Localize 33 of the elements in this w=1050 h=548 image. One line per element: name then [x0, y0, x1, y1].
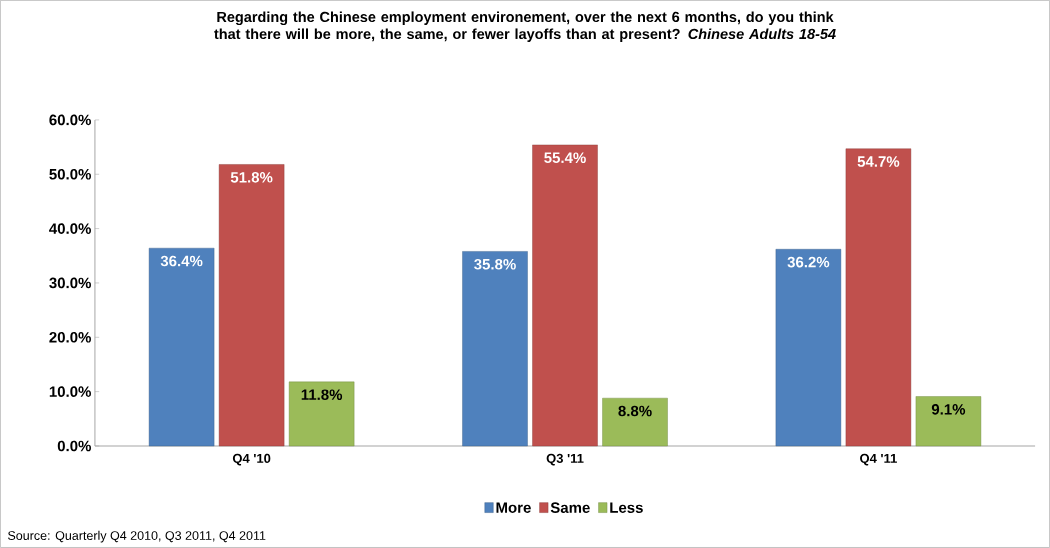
bar [218, 164, 285, 447]
y-tick-label: 40.0% [49, 223, 91, 234]
y-tick-label: 50.0% [49, 169, 91, 180]
legend-label: More [496, 502, 531, 513]
data-label: 11.8% [301, 389, 343, 401]
bar [148, 248, 215, 447]
data-label: 36.4% [160, 255, 203, 267]
y-tick-label: 20.0% [49, 332, 91, 343]
data-label: 51.8% [230, 172, 273, 183]
bar [845, 148, 912, 447]
chart-title: Regarding the Chinese employment environement, over the next 6 months, do you think that there will be more, the same, or fewer layoffs than at present? Chinese Adults 18-54 [214, 11, 836, 42]
x-tick-label: Q4 '11 [860, 453, 897, 466]
legend-label: Less [610, 502, 643, 513]
data-label: 55.4% [544, 152, 586, 164]
data-label: 54.7% [857, 156, 900, 167]
source-note: Source: Quarterly Q4 2010, Q3 2011, Q4 2011 [8, 530, 266, 543]
bar [602, 398, 668, 447]
y-tick-label: 30.0% [49, 277, 91, 289]
bar [775, 249, 842, 447]
y-tick-label: 0.0% [57, 440, 91, 452]
data-label: 9.1% [931, 404, 966, 415]
x-tick-label: Q3 '11 [546, 453, 584, 466]
data-label: 36.2% [787, 256, 830, 268]
data-label: 8.8% [618, 405, 652, 417]
bar [915, 396, 982, 447]
x-tick-label: Q4 '10 [232, 453, 271, 466]
bar [462, 251, 528, 447]
bar [288, 381, 355, 447]
bar [532, 144, 598, 447]
y-tick-label: 10.0% [49, 386, 91, 397]
y-tick-label: 60.0% [49, 114, 91, 126]
data-label: 35.8% [474, 259, 516, 270]
legend-label: Same [550, 502, 590, 514]
